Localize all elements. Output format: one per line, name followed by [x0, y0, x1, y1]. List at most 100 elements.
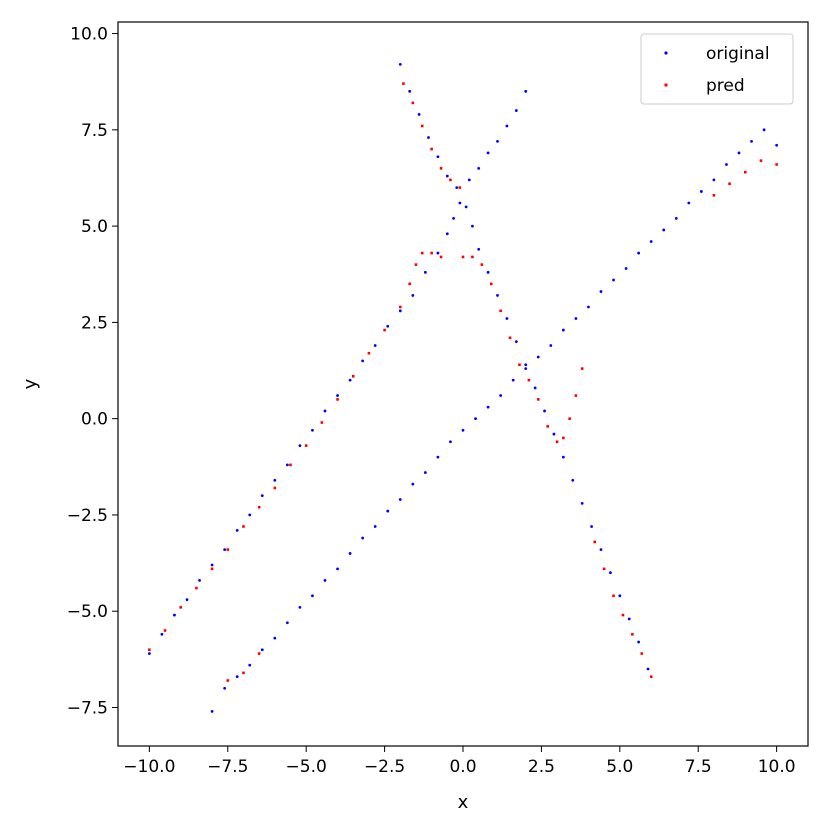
original-point [725, 163, 728, 166]
y-tick-label: 0.0 [81, 410, 108, 430]
pred-point [574, 394, 578, 397]
x-tick-label: 5.0 [606, 757, 633, 777]
original-point [649, 240, 653, 243]
pred-point [273, 486, 277, 490]
original-point [461, 428, 465, 432]
original-point [449, 440, 452, 444]
original-point [298, 444, 302, 448]
pred-point [536, 398, 540, 401]
pred-point [336, 398, 339, 401]
pred-point [471, 255, 474, 259]
original-point [198, 579, 201, 582]
pred-point [499, 309, 502, 313]
x-tick-label: 10.0 [758, 757, 796, 777]
pred-point [210, 567, 214, 571]
pred-point [461, 255, 465, 259]
pred-point [402, 82, 405, 85]
original-point [323, 579, 327, 582]
pred-point [398, 305, 402, 309]
y-tick-label: 2.5 [81, 313, 108, 333]
original-point [505, 317, 509, 320]
original-point [185, 598, 189, 602]
original-point [436, 155, 440, 159]
pred-point [458, 186, 462, 189]
original-point [524, 89, 528, 93]
pred-point [568, 417, 571, 420]
original-point [762, 128, 766, 132]
pred-point [593, 540, 597, 544]
original-point [549, 344, 553, 347]
original-point [750, 139, 753, 143]
original-point [737, 151, 741, 155]
original-point [612, 278, 615, 282]
original-point [373, 525, 377, 528]
data-points [147, 62, 779, 713]
original-point [712, 178, 716, 182]
x-axis: −10.0 −7.5 −5.0 −2.5 0.0 2.5 5.0 7.5 10.0 [123, 746, 796, 777]
pred-point [480, 263, 484, 266]
original-point [637, 640, 641, 644]
legend-marker-original [664, 51, 668, 55]
pred-point [257, 505, 261, 509]
pred-point [602, 567, 606, 571]
original-point [323, 409, 327, 413]
pred-point [408, 282, 411, 286]
original-point [436, 251, 440, 255]
original-point [285, 463, 289, 467]
original-point [210, 709, 214, 713]
original-point [496, 294, 499, 297]
pred-point [712, 193, 716, 197]
original-point [486, 405, 490, 409]
original-point [417, 113, 421, 116]
original-point [248, 663, 252, 667]
legend-marker-pred [664, 83, 668, 87]
original-point [398, 309, 402, 313]
pred-point [351, 374, 355, 378]
original-point [699, 190, 703, 193]
pred-point [367, 351, 371, 355]
y-tick-label: 7.5 [81, 121, 108, 141]
original-point [423, 270, 427, 274]
original-point [361, 536, 365, 540]
original-point [477, 247, 481, 251]
pred-point [148, 648, 151, 652]
original-point [471, 224, 474, 228]
original-point [599, 548, 603, 551]
pred-point [580, 367, 584, 370]
original-point [311, 428, 314, 432]
original-point [173, 613, 176, 617]
original-point [496, 139, 499, 143]
original-point [248, 513, 252, 517]
original-point [561, 455, 565, 459]
original-point [505, 124, 509, 128]
original-point [398, 498, 402, 501]
pred-point [759, 159, 763, 162]
original-point [511, 378, 515, 382]
x-axis-label: x [458, 792, 469, 813]
original-point [574, 317, 578, 320]
original-point [386, 509, 390, 513]
original-point [273, 478, 277, 482]
original-point [260, 648, 264, 652]
original-point [552, 432, 556, 436]
x-tick-label: 7.5 [685, 757, 712, 777]
original-point [408, 89, 412, 93]
y-tick-label: 5.0 [81, 217, 108, 237]
original-point [674, 217, 678, 220]
original-point [467, 178, 471, 182]
original-point [427, 136, 430, 139]
original-point [386, 324, 390, 328]
y-tick-label: −7.5 [67, 698, 108, 718]
original-point [373, 344, 377, 347]
original-point [533, 386, 537, 390]
legend-label-original: original [706, 44, 770, 64]
y-axis-label: y [20, 378, 41, 389]
x-tick-label: −2.5 [364, 757, 405, 777]
original-point [235, 675, 239, 679]
original-point [436, 455, 440, 459]
pred-point [518, 363, 521, 367]
original-point [210, 563, 214, 567]
original-point [223, 548, 227, 551]
original-point [445, 232, 449, 236]
